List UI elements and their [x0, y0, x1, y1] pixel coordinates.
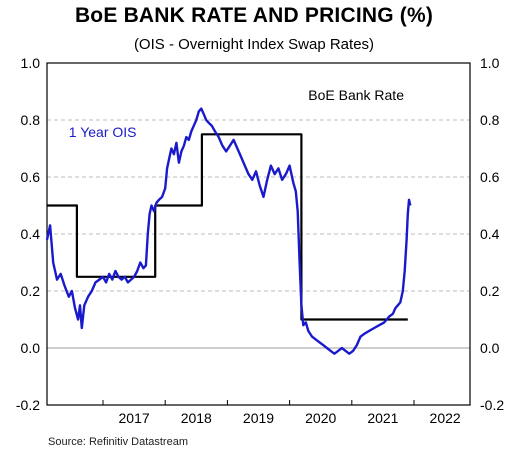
series-label: 1 Year OIS: [69, 124, 137, 140]
y-tick-left: 0.8: [21, 112, 41, 128]
chart-subtitle: (OIS - Overnight Index Swap Rates): [133, 36, 375, 53]
plot-area-frame: [46, 62, 471, 406]
x-tick-label: 2022: [430, 410, 461, 426]
y-tick-left: 0.6: [21, 169, 41, 185]
y-tick-right: 0.2: [480, 283, 500, 299]
chart-source: Source: Refinitiv Datastream: [48, 436, 188, 448]
y-tick-left: 1.0: [21, 55, 41, 71]
series-layer: [45, 107, 412, 355]
y-tick-left: 0.0: [21, 340, 41, 356]
axis-layer: 1.0 1.0 0.8 0.8 0.6 0.6 0.4 0.4 0.2 0.2 0.0 0.0 -0.2…: [16, 55, 504, 426]
x-tick-label: 2017: [119, 410, 150, 426]
x-tick-label: 2018: [181, 410, 212, 426]
y-tick-right: 1.0: [480, 55, 500, 71]
series-line-ois: [45, 107, 412, 355]
x-tick-label: 2021: [367, 410, 398, 426]
annotation-layer: 1 Year OIS BoE Bank Rate: [69, 87, 404, 140]
series-line-bank-rate: [47, 133, 408, 321]
y-tick-right: 0.0: [480, 340, 500, 356]
y-tick-right: 0.4: [480, 226, 500, 242]
y-tick-left: 0.2: [21, 283, 41, 299]
y-tick-left: 0.4: [21, 226, 41, 242]
chart-title: BoE BANK RATE AND PRICING (%): [74, 4, 434, 27]
x-tick-label: 2019: [243, 410, 274, 426]
y-tick-right: -0.2: [480, 397, 504, 413]
x-tick-label: 2020: [305, 410, 336, 426]
gridlines: [47, 119, 470, 349]
series-label: BoE Bank Rate: [308, 87, 404, 103]
y-tick-right: 0.6: [480, 169, 500, 185]
y-tick-left: -0.2: [16, 397, 40, 413]
y-tick-right: 0.8: [480, 112, 500, 128]
